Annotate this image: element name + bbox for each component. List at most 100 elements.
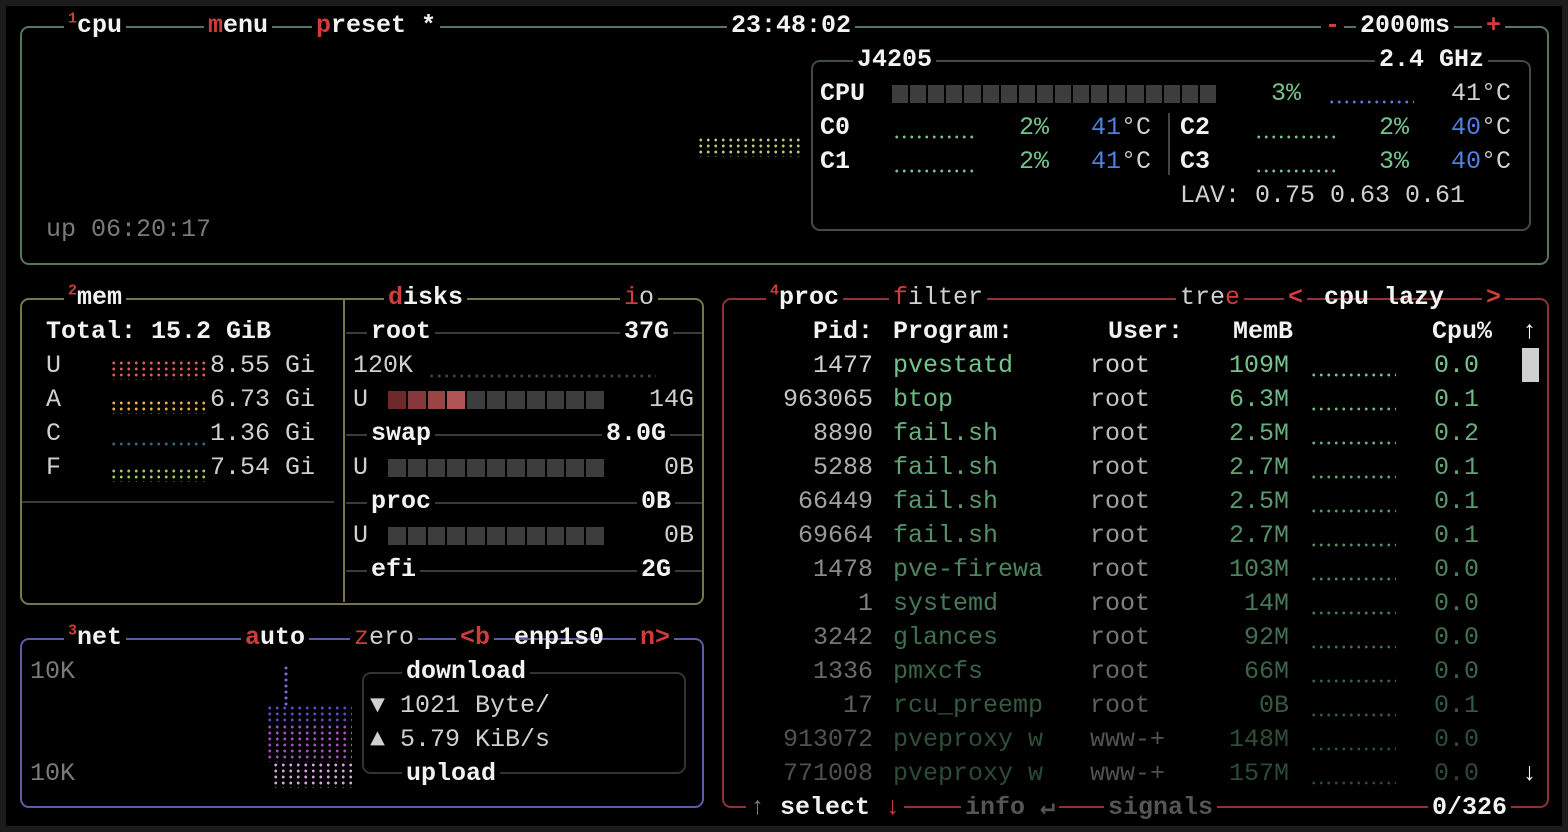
cpu-panel-title[interactable]: 1cpu — [64, 9, 127, 43]
panel-number: 4 — [770, 282, 780, 300]
process-count: 0/326 — [1428, 791, 1512, 825]
meter-segment — [546, 391, 565, 409]
cell-program: fail.sh — [893, 521, 999, 550]
col-header-program[interactable]: Program: — [893, 317, 1014, 346]
core-graph — [1255, 168, 1335, 174]
meter-segment — [586, 391, 604, 409]
disks-toggle[interactable]: disks — [384, 281, 468, 315]
interval-increase-button[interactable]: + — [1482, 9, 1506, 43]
col-header-cpu[interactable]: Cpu% — [1432, 317, 1493, 346]
select-control[interactable]: ↑ select ↓ — [746, 791, 905, 825]
io-toggle[interactable]: io — [620, 281, 659, 315]
mem-panel-title[interactable]: 2mem — [64, 281, 127, 315]
core-graph — [893, 134, 975, 140]
cell-user: root — [1090, 521, 1151, 550]
core-percent: 3% — [1379, 147, 1410, 176]
proc-panel-title[interactable]: 4proc — [766, 281, 844, 315]
core-temp: 40°C — [1451, 111, 1511, 145]
cell-program: glances — [893, 623, 999, 652]
meter-segment — [407, 391, 426, 409]
scroll-down-icon[interactable]: ↓ — [1522, 759, 1538, 788]
next-interface-button[interactable]: n> — [636, 621, 675, 655]
disk-used: 0B — [663, 521, 694, 550]
core-temp: 41°C — [1091, 111, 1151, 145]
cell-pid: 17 — [842, 691, 873, 720]
meter-segment — [487, 391, 505, 409]
disk-used-label: U — [353, 521, 369, 550]
sort-next-button[interactable]: > — [1482, 281, 1506, 315]
disk-size: 2G — [637, 553, 676, 587]
meter-segment — [1127, 85, 1144, 103]
sort-prev-button[interactable]: < — [1284, 281, 1308, 315]
disk-root-line — [346, 332, 702, 334]
col-header-user[interactable]: User: — [1108, 317, 1184, 346]
meter-segment — [1073, 85, 1090, 103]
info-button[interactable]: info ↵ — [961, 791, 1060, 825]
panel-number: 3 — [68, 622, 78, 640]
core-graph — [893, 168, 975, 174]
meter-segment — [506, 391, 525, 409]
cpu-mini-graph — [1310, 542, 1396, 548]
col-header-mem[interactable]: MemB — [1233, 317, 1294, 346]
interval-decrease-button[interactable]: - — [1321, 9, 1345, 43]
zero-button[interactable]: zero — [350, 621, 419, 655]
cell-user: www-+ — [1090, 725, 1166, 754]
cpu-mini-graph — [1310, 644, 1396, 650]
meter-segment — [388, 391, 406, 409]
prev-interface-button[interactable]: <b — [456, 621, 495, 655]
cell-user: root — [1090, 419, 1151, 448]
sort-mode: cpu lazy — [1324, 283, 1445, 312]
cell-pid: 69664 — [797, 521, 873, 550]
cell-mem: 148M — [1228, 725, 1289, 754]
disk-used-meter — [388, 459, 604, 477]
cell-cpu: 0.0 — [1434, 351, 1480, 380]
menu-button[interactable]: menu — [204, 9, 273, 43]
meter-segment — [467, 459, 486, 477]
cpu-mini-graph — [1310, 440, 1396, 446]
download-rate: ▼ 1021 Byte/ — [370, 689, 550, 723]
net-scale-bottom: 10K — [30, 759, 76, 788]
core-temp: 41°C — [1091, 145, 1151, 179]
cell-mem: 66M — [1243, 657, 1289, 686]
core-temp-unit: °C — [1481, 113, 1512, 142]
scroll-up-icon[interactable]: ↑ — [1522, 317, 1538, 346]
zero-label: ero — [369, 623, 415, 652]
download-graph — [266, 705, 352, 723]
preset-button[interactable]: preset * — [312, 9, 441, 43]
cell-program: pvestatd — [893, 351, 1014, 380]
scrollbar-thumb[interactable] — [1522, 348, 1539, 382]
disk-name: efi — [367, 553, 421, 587]
disk-used-meter — [388, 527, 604, 545]
io-label: o — [639, 283, 655, 312]
filter-hotkey: f — [893, 283, 909, 312]
cpu-frequency: 2.4 GHz — [1375, 43, 1489, 77]
cell-cpu: 0.1 — [1434, 521, 1480, 550]
cpu-mini-graph — [1310, 372, 1396, 378]
meter-segment — [1091, 85, 1108, 103]
tree-toggle[interactable]: tree — [1176, 281, 1245, 315]
core-label: C3 — [1180, 147, 1211, 176]
cpu-mini-graph — [1310, 576, 1396, 582]
cell-program: fail.sh — [893, 419, 999, 448]
mem-value: 1.36 Gi — [210, 419, 316, 448]
meter-segment — [427, 527, 446, 545]
select-down-icon: ↓ — [885, 793, 901, 822]
filter-button[interactable]: filter — [889, 281, 988, 315]
mem-total: Total: 15.2 GiB — [46, 317, 272, 346]
preset-label: reset — [331, 11, 407, 40]
signals-button[interactable]: signals — [1104, 791, 1218, 825]
cpu-mini-graph — [1310, 508, 1396, 514]
cell-program: pveproxy w — [893, 725, 1044, 754]
cell-cpu: 0.1 — [1434, 453, 1480, 482]
cell-pid: 1336 — [812, 657, 873, 686]
cell-mem: 109M — [1228, 351, 1289, 380]
mem-free-graph — [110, 468, 208, 482]
col-header-pid[interactable]: Pid: — [812, 317, 873, 346]
meter-segment — [892, 85, 909, 103]
core-label: C0 — [820, 113, 851, 142]
upload-graph — [272, 762, 352, 788]
net-panel-title[interactable]: 3net — [64, 621, 127, 655]
meter-segment — [982, 85, 999, 103]
uptime: up 06:20:17 — [46, 215, 212, 244]
auto-button[interactable]: auto — [241, 621, 310, 655]
